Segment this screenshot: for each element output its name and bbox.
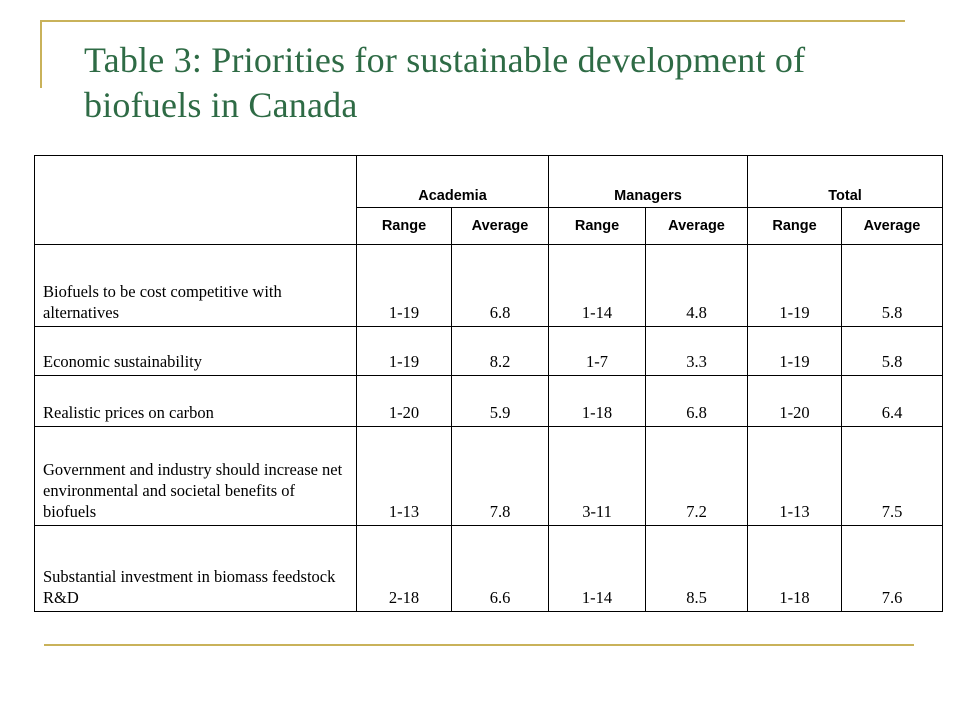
cell-academia-average: 8.2 [450,326,550,376]
cell-managers-average: 3.3 [645,326,749,376]
group-header-managers: Managers [548,155,749,208]
subheader-academia-average: Average [450,207,550,245]
cell-total-average: 7.6 [841,525,944,612]
cell-academia-range: 2-18 [356,525,452,612]
slide-title: Table 3: Priorities for sustainable deve… [84,40,806,125]
slide-frame-top-rule [40,20,905,22]
cell-academia-average: 7.8 [450,426,550,526]
subheader-managers-average: Average [645,207,749,245]
row-label: Government and industry should increase … [34,426,357,526]
table-row: Biofuels to be cost competitive with alt… [34,244,944,327]
group-header-academia: Academia [355,155,550,208]
cell-managers-range: 3-11 [548,426,647,526]
cell-total-average: 6.4 [841,375,944,427]
group-header-total: Total [747,155,944,208]
corner-cell [34,155,357,245]
subheader-managers-range: Range [548,207,647,245]
subheader-academia-range: Range [356,207,452,245]
group-header-row: Academia Managers Total [34,155,944,245]
table-row: Economic sustainability 1-19 8.2 1-7 3.3… [34,326,944,376]
subheader-row: Range Average Range Average Range Averag… [35,207,944,245]
subheader-total-range: Range [747,207,843,245]
row-label: Substantial investment in biomass feedst… [34,525,357,612]
cell-total-range: 1-13 [747,426,843,526]
cell-managers-average: 4.8 [645,244,749,327]
cell-total-range: 1-19 [747,244,843,327]
subheader-total-average: Average [841,207,944,245]
cell-total-range: 1-18 [747,525,843,612]
cell-total-range: 1-19 [747,326,843,376]
cell-academia-range: 1-19 [356,326,452,376]
table-row: Realistic prices on carbon 1-20 5.9 1-18… [34,375,944,427]
table-row: Government and industry should increase … [34,426,944,526]
cell-academia-range: 1-19 [356,244,452,327]
cell-managers-range: 1-7 [548,326,647,376]
priorities-table: Academia Managers Total Range Average Ra… [34,155,944,612]
cell-academia-range: 1-20 [356,375,452,427]
row-label: Realistic prices on carbon [34,375,357,427]
slide-footer-rule [44,644,914,646]
cell-managers-range: 1-14 [548,525,647,612]
cell-total-average: 5.8 [841,244,944,327]
cell-academia-range: 1-13 [356,426,452,526]
table-row: Substantial investment in biomass feedst… [34,525,944,612]
cell-managers-average: 6.8 [645,375,749,427]
cell-academia-average: 6.8 [450,244,550,327]
cell-total-range: 1-20 [747,375,843,427]
cell-academia-average: 6.6 [450,525,550,612]
row-label: Economic sustainability [34,326,357,376]
cell-managers-average: 7.2 [645,426,749,526]
cell-total-average: 7.5 [841,426,944,526]
cell-academia-average: 5.9 [450,375,550,427]
row-label: Biofuels to be cost competitive with alt… [34,244,357,327]
cell-managers-range: 1-14 [548,244,647,327]
cell-managers-average: 8.5 [645,525,749,612]
slide-frame-left-rule [40,20,42,88]
cell-total-average: 5.8 [841,326,944,376]
cell-managers-range: 1-18 [548,375,647,427]
